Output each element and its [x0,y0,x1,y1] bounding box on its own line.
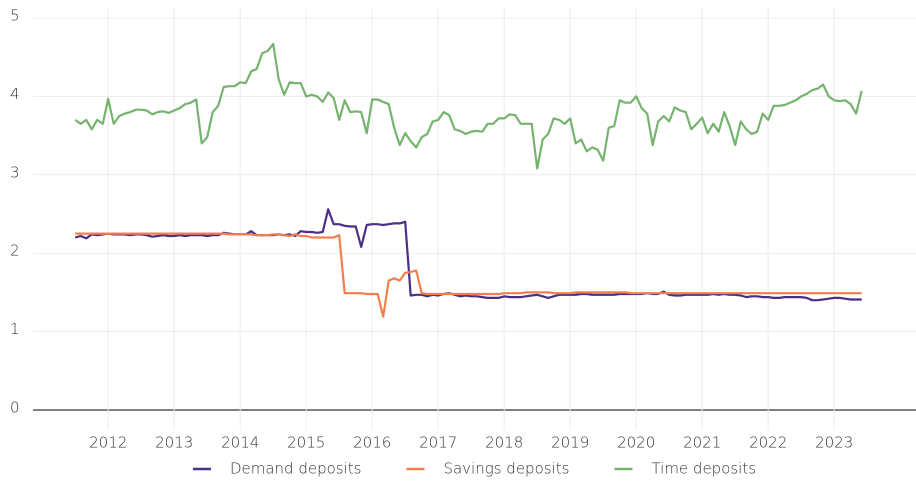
series-line [74,208,862,302]
y-tick-label: 4 [10,85,20,103]
x-tick-label: 2023 [815,434,853,452]
y-tick-label: 1 [10,320,20,338]
legend-label: Savings deposits [443,460,569,478]
legend-label: Time deposits [651,460,756,478]
y-tick-label: 2 [10,242,20,260]
y-tick-label: 0 [10,399,20,417]
legend-label: Demand deposits [230,460,362,478]
x-tick-label: 2017 [419,434,457,452]
x-tick-label: 2012 [89,434,127,452]
x-tick-label: 2022 [749,434,787,452]
x-tick-label: 2014 [221,434,259,452]
legend-item: Time deposits [614,460,756,478]
x-tick-label: 2018 [485,434,523,452]
x-tick-label: 2016 [353,434,391,452]
y-tick-label: 5 [10,7,20,25]
x-tick-label: 2021 [683,434,721,452]
legend-item: Demand deposits [192,460,362,478]
x-tick-label: 2020 [617,434,655,452]
x-tick-label: 2013 [155,434,193,452]
series-line [75,232,862,318]
legend: Demand deposits Savings deposits Time depo… [192,460,756,478]
x-tick-label: 2015 [287,434,325,452]
legend-item: Savings deposits [406,460,569,478]
series-line [74,42,863,170]
y-tick-label: 3 [10,163,20,181]
x-tick-label: 2019 [551,434,589,452]
